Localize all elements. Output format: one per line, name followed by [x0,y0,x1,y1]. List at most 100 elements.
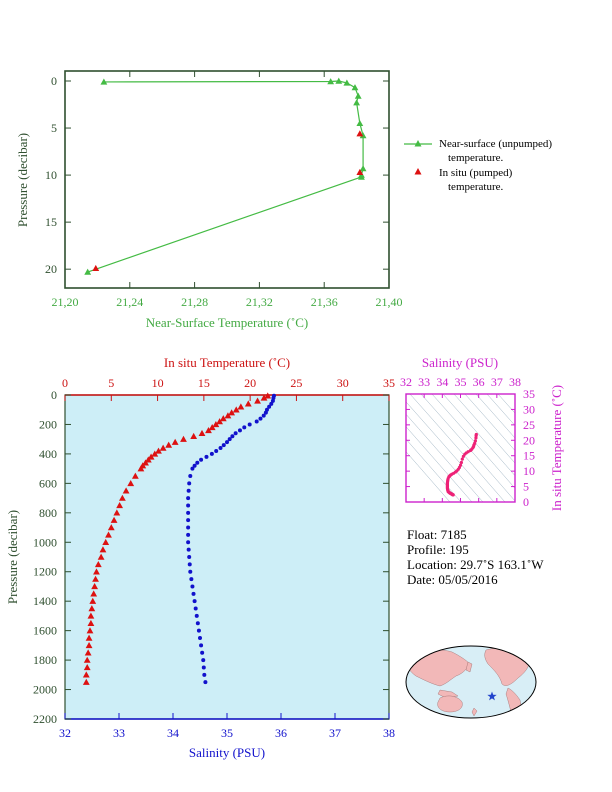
temperature-point [165,441,173,448]
density-contour [420,394,515,502]
near-surface-point [356,119,364,127]
ts-x-tick-label: 38 [509,375,521,389]
temperature-point [91,583,99,590]
star-icon [487,691,497,701]
salinity-point [261,413,266,418]
temperature-point [212,421,220,428]
ts-y-tick-label: 25 [523,418,535,432]
temperature-point [82,671,90,678]
profile-plot-area [64,394,390,720]
temp-tick-label: 15 [198,376,210,390]
ts-x-tick-label: 32 [400,375,412,389]
salinity-point [201,658,206,663]
ts-y-tick-label: 15 [523,449,535,463]
salinity-point [193,606,198,611]
salinity-tick-label: 38 [383,726,395,740]
near-surface-point [359,165,367,172]
in-situ-point [356,168,364,175]
temperature-point [85,641,93,649]
temperature-point [208,424,216,431]
salinity-point [186,525,191,530]
ts-y-tick-label: 0 [523,495,529,509]
date: Date: 05/05/2016 [407,572,498,587]
legend-marker-in-situ [414,168,422,175]
salinity-tick-label: 34 [167,726,179,740]
in-situ-point [356,130,364,137]
temperature-point [84,649,92,656]
salinity-point [189,577,194,582]
temperature-point [118,494,126,501]
temperature-point [122,487,130,494]
temperature-point [260,394,268,401]
pressure-tick-label: 1400 [33,594,57,608]
top-x-tick-label: 21,32 [246,295,273,309]
ts-point [451,493,455,497]
temperature-axis-label: In situ Temperature (˚C) [164,355,290,370]
salinity-point [195,621,200,626]
ts-y-tick-label: 30 [523,402,535,416]
temp-tick-label: 20 [244,376,256,390]
temperature-point [113,509,121,516]
salinity-point [192,599,197,604]
salinity-point [186,532,191,537]
temperature-point [142,459,149,466]
density-contour [442,394,515,477]
salinity-tick-label: 32 [59,726,71,740]
density-contour [406,413,484,502]
salinity-point [195,460,200,465]
temperature-point [198,429,206,437]
density-contour [406,401,495,502]
temperature-point [180,435,187,442]
salinity-point [186,503,191,508]
salinity-point [203,680,208,685]
float-id: Float: 7185 [407,527,467,542]
top-x-tick-label: 21,28 [181,295,208,309]
salinity-point [187,562,192,567]
top-plot-frame [64,70,390,289]
legend-marker-near-surface [414,140,422,147]
ts-x-tick-label: 34 [436,375,448,389]
temperature-point [224,412,232,419]
top-x-tick-label: 21,36 [311,295,338,309]
salinity-point [267,404,272,409]
temperature-point [97,553,105,560]
pressure-tick-label: 600 [39,476,57,490]
top-y-tick-label: 10 [45,168,57,182]
salinity-tick-label: 36 [275,726,287,740]
temperature-point [87,619,95,626]
ts-x-tick-label: 35 [455,375,467,389]
salinity-point [186,496,191,501]
salinity-point [187,555,192,559]
temperature-point [102,538,110,545]
temperature-point [107,524,115,531]
salinity-point [190,466,195,471]
temperature-point [171,438,179,445]
temperature-point [244,400,252,407]
salinity-point [187,481,192,486]
temperature-point [87,612,95,619]
ts-x-tick-label: 37 [491,375,503,389]
salinity-point [186,518,191,523]
temperature-point [94,560,102,568]
temperature-point [93,568,100,575]
ts-y-tick-label: 35 [523,387,535,401]
temperature-point [159,444,167,451]
top-y-tick-label: 5 [51,121,57,135]
salinity-point [201,665,206,670]
ts-x-tick-label: 36 [473,375,485,389]
temperature-point [86,627,94,634]
ts-point [460,457,464,461]
ts-y-tick-label: 5 [523,480,529,494]
salinity-point [214,448,219,453]
temperature-point [237,403,245,410]
temperature-point [155,447,162,454]
top-x-axis-label: Near-Surface Temperature (˚C) [146,315,308,330]
temperature-point [131,472,139,479]
pressure-tick-label: 0 [51,388,57,402]
salinity-point [200,650,205,655]
salinity-point [221,443,226,448]
salinity-point [196,628,201,633]
salinity-tick-label: 33 [113,726,125,740]
salinity-point [270,398,275,403]
